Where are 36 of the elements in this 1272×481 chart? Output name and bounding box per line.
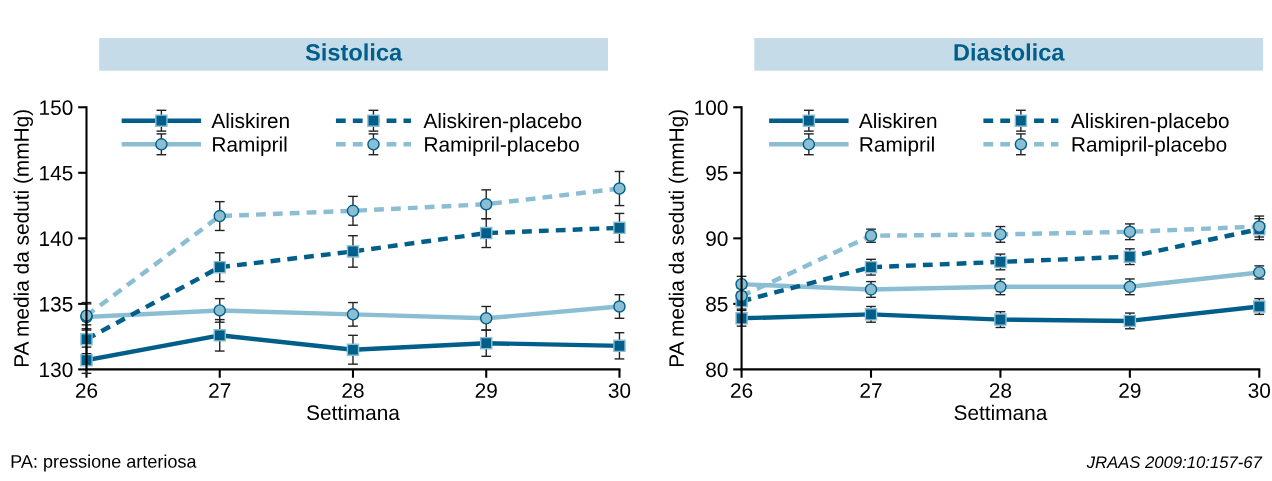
legend-label: Ramipril [860,136,934,156]
y-axis-title: PA media da seduti (mmHg) [668,110,689,367]
y-tick-label: 100 [695,100,728,116]
x-tick-label: 30 [608,383,631,398]
text: PA: pressione arteriosa [11,454,197,472]
y-tick-label: 140 [40,231,73,247]
y-tick-label: 130 [40,362,73,378]
y-axis-title: PA media da seduti (mmHg) [13,110,33,367]
y-tick-label: 95 [706,165,728,181]
x-tick-label: 28 [989,383,1012,398]
y-tick-label: 80 [706,362,728,378]
y-tick-label: 85 [706,296,728,312]
x-tick-label: 29 [475,383,497,398]
legend-label: Ramipril-placebo [1072,136,1227,156]
chart-title: Sistolica [305,43,403,61]
x-axis-title: Settimana [954,404,1048,421]
legend-label: Aliskiren-placebo [1070,112,1229,133]
legend-label: Ramipril-placebo [425,136,579,156]
x-tick-label: 29 [1119,383,1141,398]
legend-label: Aliskiren-placebo [423,112,582,133]
x-tick-label: 27 [209,383,231,398]
y-tick-label: 135 [40,296,73,312]
legend-label: Aliskiren [858,112,937,129]
chart-title: Diastolica [954,43,1065,61]
x-tick-label: 28 [342,383,364,398]
x-axis-title: Settimana [307,404,400,421]
y-tick-label: 150 [40,100,73,116]
y-tick-label: 145 [40,166,73,181]
y-tick-label: 90 [706,231,728,247]
x-tick-label: 26 [75,383,98,398]
text: JRAAS 2009:10:157-67 [1086,456,1263,469]
x-tick-label: 26 [731,383,753,398]
x-tick-label: 27 [860,383,882,398]
legend-label: Aliskiren [211,112,289,129]
legend-label: Ramipril [213,136,287,156]
x-tick-label: 30 [1248,383,1271,398]
